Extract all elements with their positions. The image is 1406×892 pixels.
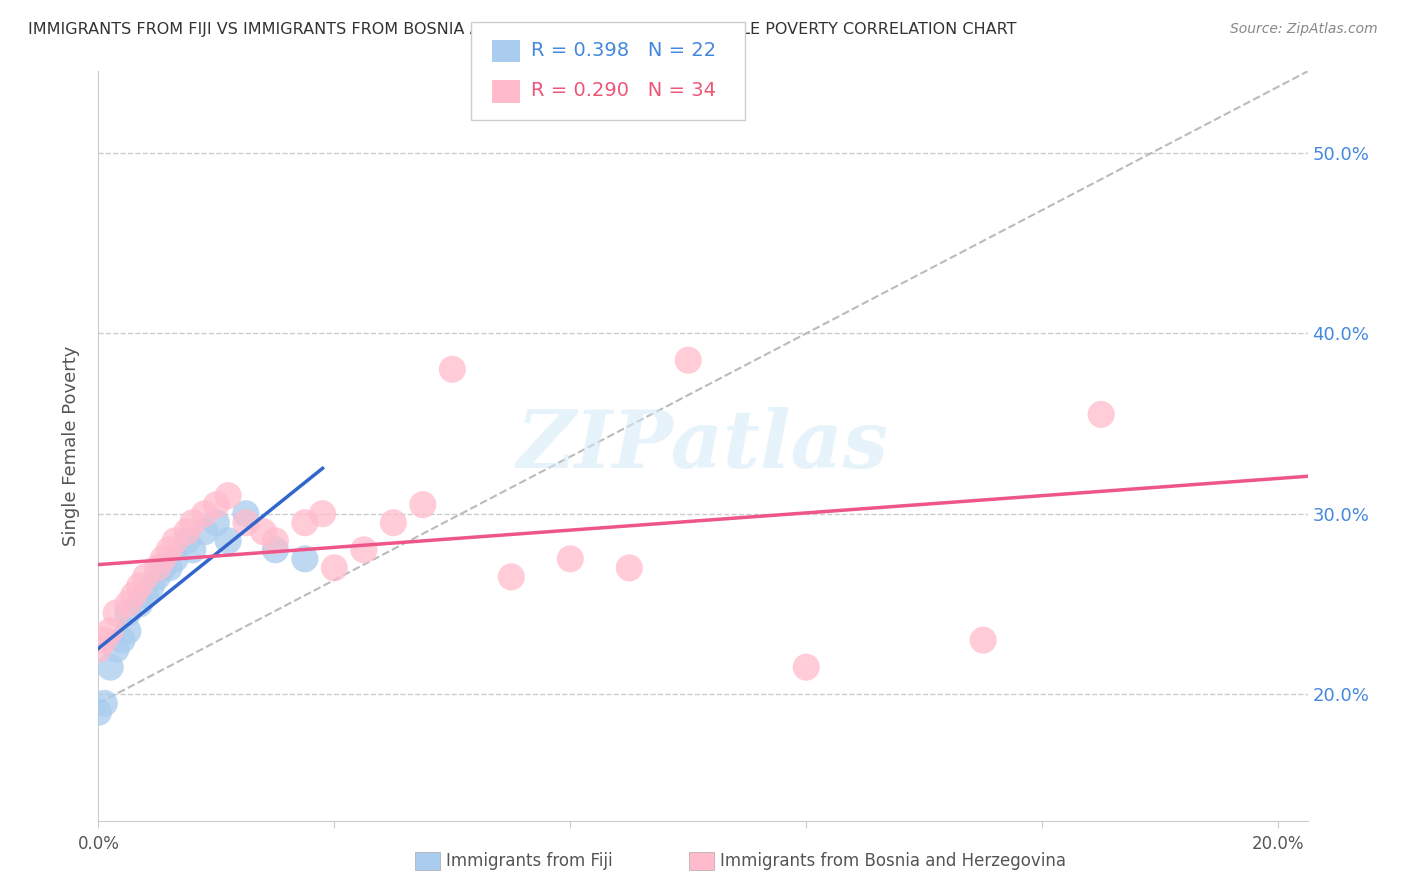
Point xyxy=(181,542,204,557)
Point xyxy=(87,642,110,657)
Point xyxy=(217,489,239,503)
Text: 20.0%: 20.0% xyxy=(1251,835,1305,853)
Point xyxy=(311,507,333,521)
Point xyxy=(205,516,228,530)
Point xyxy=(560,552,582,566)
Point xyxy=(264,533,287,548)
Point xyxy=(98,660,121,674)
Point xyxy=(176,524,198,539)
Point xyxy=(794,660,817,674)
Point xyxy=(146,570,169,584)
Point xyxy=(252,524,274,539)
Point xyxy=(165,533,187,548)
Point xyxy=(1090,408,1112,422)
Point xyxy=(353,542,375,557)
Text: R = 0.290   N = 34: R = 0.290 N = 34 xyxy=(531,81,717,101)
Text: ZIPatlas: ZIPatlas xyxy=(517,408,889,484)
Point xyxy=(135,570,157,584)
Point xyxy=(135,588,157,602)
Point xyxy=(117,597,139,611)
Point xyxy=(105,642,128,657)
Point xyxy=(501,570,523,584)
Point xyxy=(441,362,464,376)
Text: Immigrants from Bosnia and Herzegovina: Immigrants from Bosnia and Herzegovina xyxy=(720,852,1066,870)
Point xyxy=(152,552,174,566)
Point xyxy=(128,597,150,611)
Point xyxy=(235,516,257,530)
Text: IMMIGRANTS FROM FIJI VS IMMIGRANTS FROM BOSNIA AND HERZEGOVINA SINGLE FEMALE POV: IMMIGRANTS FROM FIJI VS IMMIGRANTS FROM … xyxy=(28,22,1017,37)
Point xyxy=(181,516,204,530)
Point xyxy=(382,516,405,530)
Point xyxy=(122,588,145,602)
Point xyxy=(235,507,257,521)
Point xyxy=(93,696,115,710)
Point xyxy=(294,552,316,566)
Text: 0.0%: 0.0% xyxy=(77,835,120,853)
Point xyxy=(157,542,180,557)
Text: R = 0.398   N = 22: R = 0.398 N = 22 xyxy=(531,41,717,61)
Point xyxy=(105,606,128,620)
Point xyxy=(93,633,115,648)
Point xyxy=(217,533,239,548)
Point xyxy=(146,561,169,575)
Point xyxy=(165,552,187,566)
Point xyxy=(176,533,198,548)
Point xyxy=(117,606,139,620)
Point xyxy=(152,561,174,575)
Point xyxy=(205,498,228,512)
Point xyxy=(194,507,217,521)
Text: Source: ZipAtlas.com: Source: ZipAtlas.com xyxy=(1230,22,1378,37)
Point xyxy=(194,524,217,539)
Point xyxy=(412,498,434,512)
Point xyxy=(972,633,994,648)
Point xyxy=(117,624,139,638)
Point xyxy=(87,706,110,720)
Point xyxy=(98,624,121,638)
Point xyxy=(111,633,134,648)
Point xyxy=(323,561,346,575)
Point xyxy=(678,353,700,368)
Point xyxy=(157,561,180,575)
Point xyxy=(619,561,641,575)
Point xyxy=(141,579,163,593)
Y-axis label: Single Female Poverty: Single Female Poverty xyxy=(62,346,80,546)
Text: Immigrants from Fiji: Immigrants from Fiji xyxy=(446,852,613,870)
Point xyxy=(128,579,150,593)
Point xyxy=(294,516,316,530)
Point xyxy=(264,542,287,557)
